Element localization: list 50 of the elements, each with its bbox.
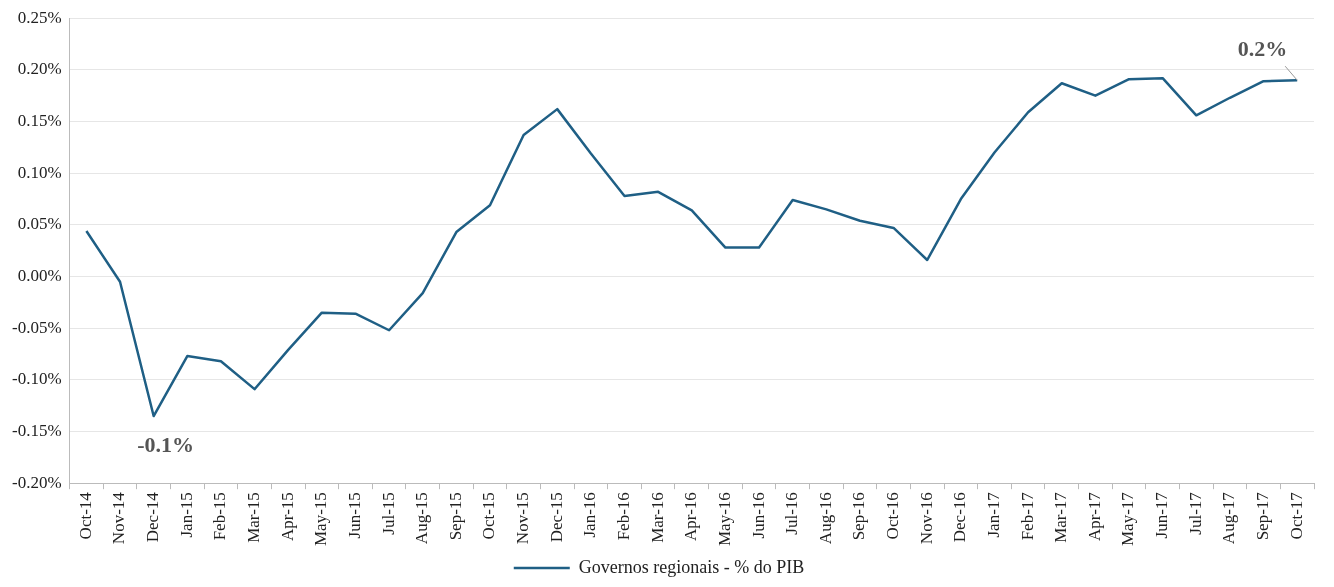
y-tick-label: 0.25% [17,7,62,27]
y-tick-label: 0.00% [17,265,62,285]
x-tick-label: Jun-15 [344,492,364,539]
x-tick-label: Feb-16 [613,492,633,541]
x-tick-label: Dec-14 [143,491,163,543]
x-tick-label: Mar-15 [244,492,264,543]
x-tick-label: Sep-15 [445,492,465,541]
x-tick-label: Nov-15 [513,492,533,545]
x-tick-label: Jul-15 [378,492,398,535]
x-tick-label: Sep-17 [1253,491,1273,541]
x-tick-label: Apr-17 [1084,491,1104,541]
y-tick-label: -0.20% [11,472,62,492]
y-tick-label: 0.15% [17,111,62,130]
x-tick-label: Nov-16 [916,492,936,545]
x-tick-label: Apr-15 [277,492,297,541]
y-tick-label: -0.15% [11,420,62,440]
x-tick-label: Oct-15 [479,492,499,540]
x-tick-label: Jul-17 [1185,491,1205,535]
x-tick-label: Jun-16 [748,492,768,539]
y-tick-label: 0.10% [17,162,62,182]
x-tick-label: Oct-17 [1286,491,1306,540]
x-tick-label: May-17 [1118,491,1138,547]
y-tick-label: -0.05% [11,317,62,337]
x-tick-label: Dec-16 [950,492,970,543]
x-tick-label: Aug-17 [1219,491,1239,545]
x-tick-label: Dec-15 [546,492,566,543]
x-tick-label: Nov-14 [109,491,129,545]
x-tick-label: Jan-15 [176,492,196,538]
x-tick-label: Sep-16 [849,492,869,541]
x-tick-label: Mar-17 [1051,491,1071,543]
x-tick-label: Jan-16 [580,492,600,538]
x-tick-label: May-15 [311,492,331,547]
y-tick-label: -0.10% [11,369,62,389]
x-tick-label: Mar-16 [647,492,667,543]
y-tick-label: 0.20% [17,59,62,79]
x-tick-label: May-16 [714,492,734,547]
x-tick-label: Feb-15 [210,492,230,541]
x-tick-label: Aug-15 [412,492,432,545]
x-tick-label: Aug-16 [815,492,835,545]
annotation: -0.1% [137,431,195,457]
x-tick-label: Jun-17 [1152,491,1172,539]
y-tick-label: 0.05% [17,214,62,234]
x-tick-label: Jul-16 [782,492,802,535]
x-tick-label: Oct-16 [883,492,903,540]
annotation: 0.2% [1237,35,1288,61]
x-tick-label: Apr-16 [681,492,701,541]
legend-label: Governos regionais - % do PIB [578,556,805,577]
x-tick-label: Jan-17 [983,491,1003,538]
x-tick-label: Oct-14 [75,491,95,540]
x-tick-label: Feb-17 [1017,491,1037,541]
